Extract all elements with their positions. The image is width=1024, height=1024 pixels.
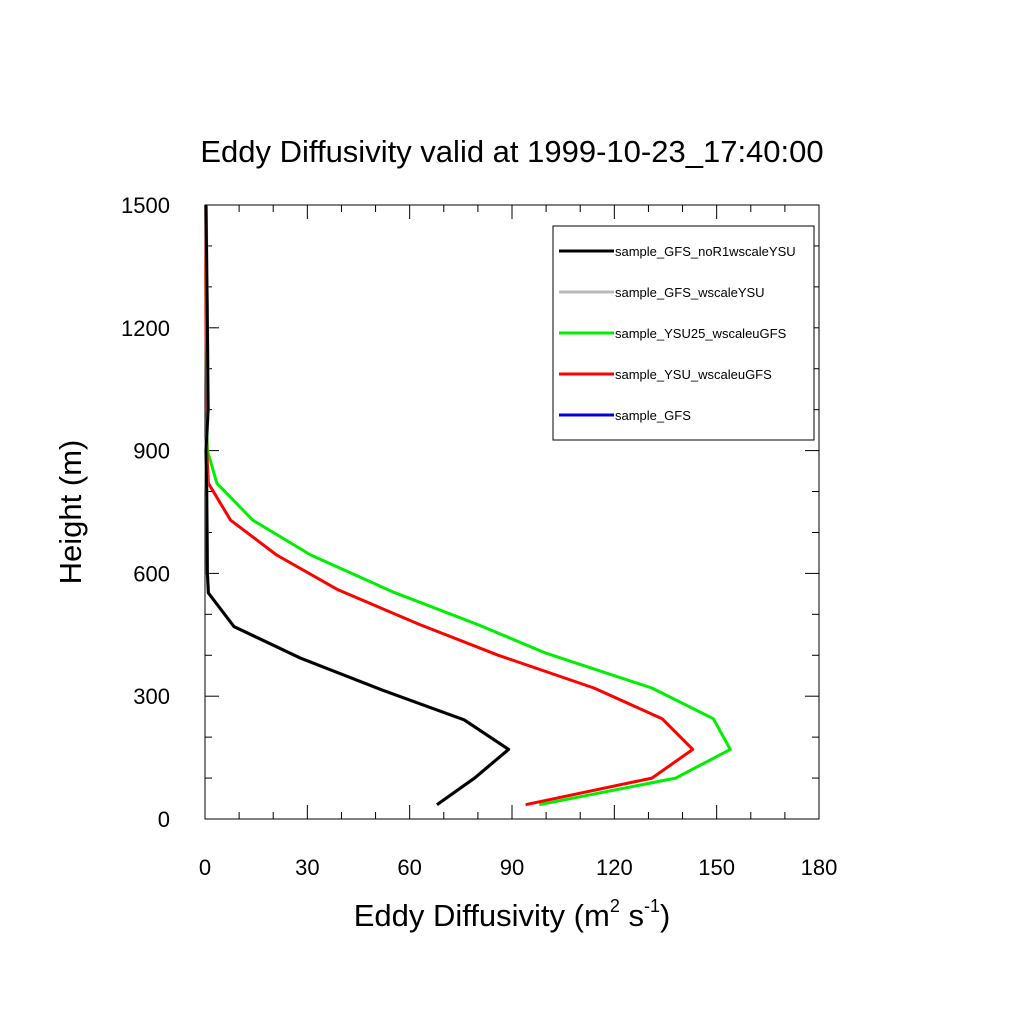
x-tick-label: 0 bbox=[199, 855, 211, 880]
legend-label: sample_GFS bbox=[615, 408, 691, 423]
series-line-sample_GFS_wscaleYSU bbox=[204, 204, 511, 807]
x-tick-label: 120 bbox=[596, 855, 633, 880]
y-axis-label: Height (m) bbox=[53, 440, 88, 585]
legend-label: sample_GFS_wscaleYSU bbox=[615, 285, 765, 300]
y-tick-label: 300 bbox=[133, 684, 170, 709]
x-tick-label: 90 bbox=[500, 855, 524, 880]
series-lines bbox=[204, 204, 732, 807]
x-tick-label: 60 bbox=[397, 855, 421, 880]
y-tick-label: 1500 bbox=[121, 193, 170, 218]
chart-title: Eddy Diffusivity valid at 1999-10-23_17:… bbox=[200, 134, 823, 169]
series-line-sample_GFS_noR1wscaleYSU bbox=[204, 204, 511, 806]
axis-tick-labels: 0 30 60 90 120 150 180 0 300 600 900 1200 1500 bbox=[121, 193, 837, 880]
y-tick-label: 900 bbox=[133, 439, 170, 464]
series-line-sample_GFS bbox=[204, 204, 511, 806]
legend-label: sample_YSU_wscaleuGFS bbox=[615, 367, 772, 382]
legend: sample_GFS_noR1wscaleYSU sample_GFS_wscal… bbox=[552, 225, 815, 441]
legend-label: sample_YSU25_wscaleuGFS bbox=[615, 326, 787, 341]
y-tick-label: 1200 bbox=[121, 316, 170, 341]
y-tick-label: 0 bbox=[158, 807, 170, 832]
x-axis-label: Eddy Diffusivity (m2 s-1) bbox=[354, 896, 671, 933]
x-tick-label: 30 bbox=[295, 855, 319, 880]
axis-ticks bbox=[204, 204, 820, 820]
x-tick-label: 150 bbox=[698, 855, 735, 880]
x-tick-label: 180 bbox=[801, 855, 838, 880]
y-tick-label: 600 bbox=[133, 561, 170, 586]
legend-label: sample_GFS_noR1wscaleYSU bbox=[615, 244, 796, 259]
